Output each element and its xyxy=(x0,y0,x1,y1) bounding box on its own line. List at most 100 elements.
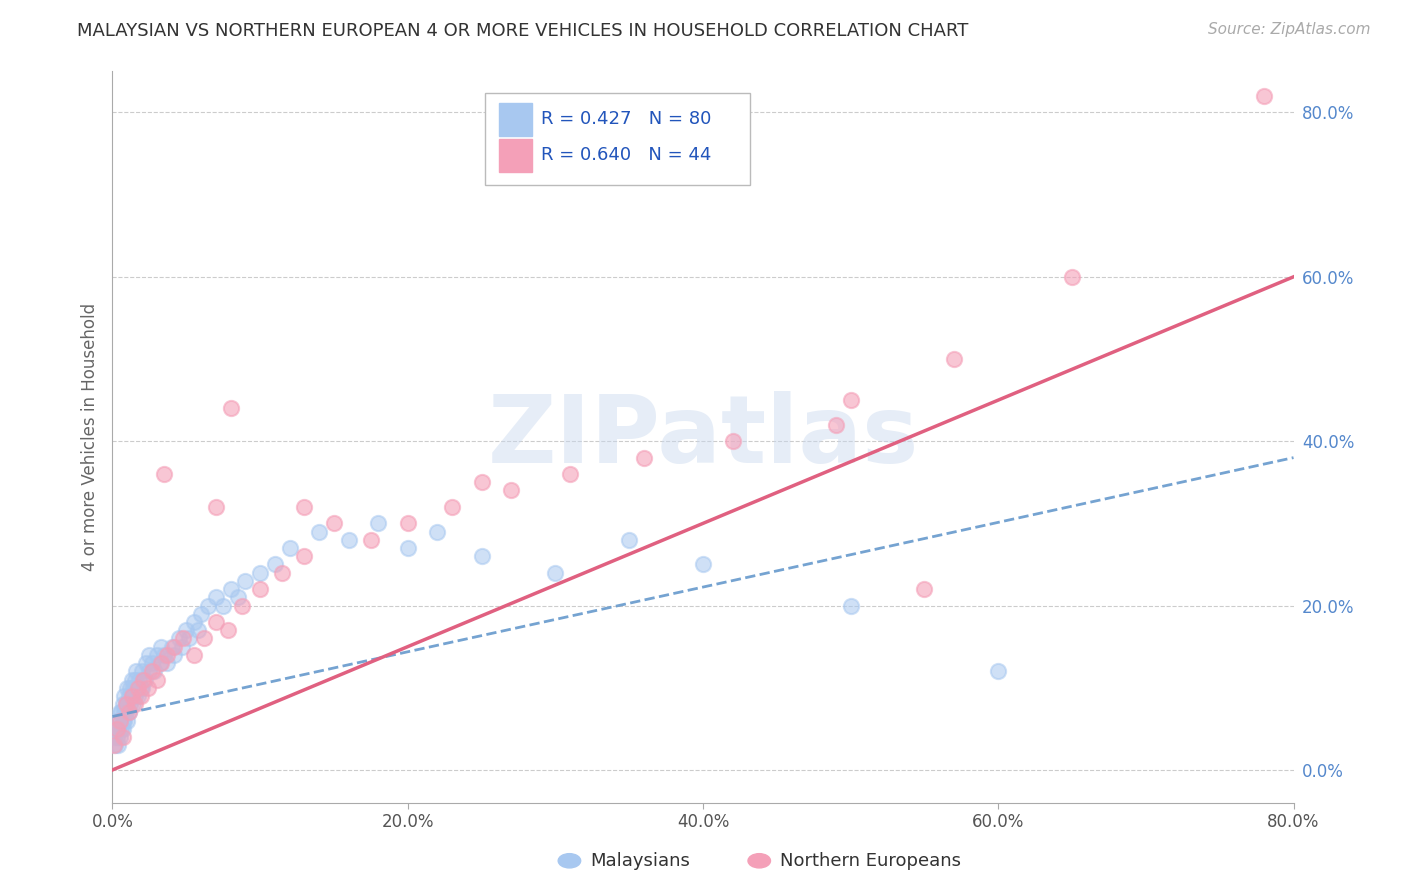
Point xyxy=(120,697,142,711)
FancyBboxPatch shape xyxy=(485,94,751,185)
Point xyxy=(131,665,153,679)
Point xyxy=(120,681,142,695)
Point xyxy=(271,566,294,580)
Point xyxy=(127,689,149,703)
Point xyxy=(824,417,846,432)
Point xyxy=(108,714,131,728)
Point xyxy=(112,689,135,703)
Point xyxy=(633,450,655,465)
Text: Northern Europeans: Northern Europeans xyxy=(780,852,962,870)
Point xyxy=(153,467,176,481)
Point xyxy=(129,689,152,703)
Point xyxy=(163,640,186,654)
Point xyxy=(396,516,419,531)
Point xyxy=(103,730,125,744)
Point xyxy=(112,714,135,728)
Point xyxy=(323,516,346,531)
Text: Malaysians: Malaysians xyxy=(591,852,690,870)
Point xyxy=(183,615,205,629)
Point xyxy=(108,730,131,744)
Point xyxy=(1253,89,1275,103)
Point xyxy=(111,697,134,711)
Point xyxy=(233,574,256,588)
Point xyxy=(426,524,449,539)
Point xyxy=(118,706,141,720)
Point xyxy=(135,656,157,670)
Point xyxy=(153,648,176,662)
Point xyxy=(121,673,143,687)
Point xyxy=(125,665,148,679)
Point xyxy=(692,558,714,572)
Text: Source: ZipAtlas.com: Source: ZipAtlas.com xyxy=(1208,22,1371,37)
Point xyxy=(292,549,315,564)
Point xyxy=(219,582,242,596)
Point xyxy=(127,681,149,695)
Point xyxy=(205,615,228,629)
Point xyxy=(112,706,135,720)
Point xyxy=(179,632,201,646)
Point xyxy=(110,722,132,736)
Point xyxy=(501,483,523,498)
Text: R = 0.640   N = 44: R = 0.640 N = 44 xyxy=(541,146,711,164)
Point xyxy=(111,722,134,736)
Point xyxy=(107,739,129,753)
Point xyxy=(839,393,862,408)
Point xyxy=(141,665,163,679)
Point xyxy=(167,632,190,646)
Point xyxy=(249,582,271,596)
Point xyxy=(156,656,179,670)
Point xyxy=(142,665,165,679)
Point xyxy=(150,640,173,654)
Point xyxy=(441,500,464,514)
Point xyxy=(124,697,146,711)
Point xyxy=(360,533,382,547)
Point xyxy=(149,656,172,670)
Text: MALAYSIAN VS NORTHERN EUROPEAN 4 OR MORE VEHICLES IN HOUSEHOLD CORRELATION CHART: MALAYSIAN VS NORTHERN EUROPEAN 4 OR MORE… xyxy=(77,22,969,40)
Point xyxy=(122,697,145,711)
Point xyxy=(146,648,169,662)
Point xyxy=(122,681,145,695)
Point xyxy=(914,582,936,596)
Point xyxy=(131,681,153,695)
Point xyxy=(187,624,209,638)
Point xyxy=(111,714,134,728)
Point xyxy=(138,648,160,662)
Point xyxy=(128,673,150,687)
Point xyxy=(103,739,125,753)
Point xyxy=(104,722,127,736)
Point xyxy=(558,467,582,481)
Point xyxy=(183,648,205,662)
Point xyxy=(129,681,152,695)
Point xyxy=(141,656,163,670)
Point xyxy=(205,500,228,514)
Point xyxy=(104,739,127,753)
Point xyxy=(172,632,194,646)
Point xyxy=(205,591,228,605)
Point xyxy=(721,434,744,449)
Point xyxy=(124,673,146,687)
Point xyxy=(249,566,271,580)
Point xyxy=(619,533,641,547)
Point xyxy=(212,599,235,613)
Point xyxy=(470,549,494,564)
Text: R = 0.427   N = 80: R = 0.427 N = 80 xyxy=(541,111,711,128)
Point xyxy=(121,689,143,703)
Point xyxy=(111,730,134,744)
Text: ZIPatlas: ZIPatlas xyxy=(488,391,918,483)
Point xyxy=(138,665,160,679)
Point xyxy=(170,640,193,654)
Point xyxy=(197,599,219,613)
Point xyxy=(136,681,159,695)
Point xyxy=(110,706,132,720)
Y-axis label: 4 or more Vehicles in Household: 4 or more Vehicles in Household xyxy=(80,303,98,571)
Point xyxy=(105,722,128,736)
Point xyxy=(105,730,128,744)
Point xyxy=(163,648,186,662)
Point xyxy=(118,689,141,703)
Point xyxy=(121,689,143,703)
Point xyxy=(108,706,131,720)
Bar xyxy=(499,138,531,171)
Point xyxy=(987,665,1010,679)
Point xyxy=(217,624,239,638)
Point xyxy=(125,681,148,695)
